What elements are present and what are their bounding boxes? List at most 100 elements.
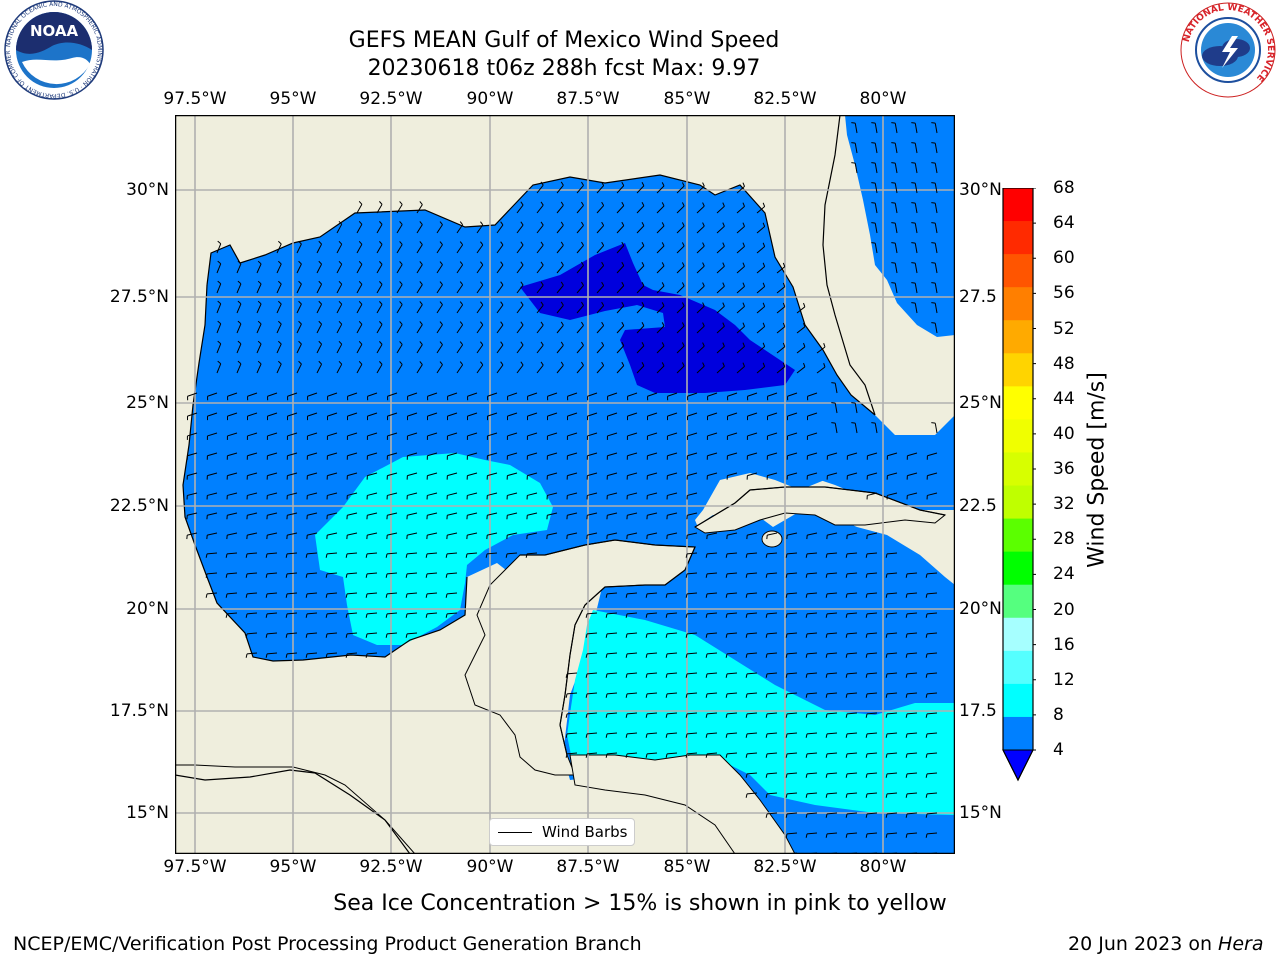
- wind-barb: [547, 512, 558, 516]
- wind-barb-flag: [765, 753, 768, 758]
- wind-barb: [487, 472, 498, 477]
- wind-barb-flag: [765, 713, 768, 718]
- wind-barb: [696, 225, 705, 234]
- wind-barb: [907, 492, 918, 496]
- wind-barb: [406, 572, 418, 575]
- wind-barb-flag: [851, 142, 856, 144]
- wind-barb-flag: [338, 340, 343, 345]
- wind-barb: [874, 183, 878, 194]
- wind-barb: [327, 492, 338, 496]
- wind-barb: [286, 612, 298, 615]
- wind-barb-flag: [225, 553, 228, 558]
- wind-barb-flag: [681, 302, 685, 307]
- wind-barb: [746, 652, 758, 655]
- wind-barb: [807, 432, 818, 437]
- wind-barb-flag: [645, 673, 648, 678]
- wind-barb-flag: [625, 753, 628, 758]
- longitude-label-top: 80°W: [859, 89, 907, 109]
- wind-barb: [767, 392, 778, 397]
- wind-barb: [867, 472, 878, 477]
- wind-barb-flag: [931, 122, 936, 124]
- wind-barb-flag: [865, 773, 868, 778]
- wind-barb: [386, 612, 398, 615]
- colorbar-tick-label: 60: [1053, 248, 1075, 269]
- wind-barb: [276, 243, 282, 254]
- wind-barb: [427, 472, 438, 477]
- wind-barb-flag: [625, 733, 628, 738]
- wind-barb: [407, 392, 418, 397]
- wind-barb: [306, 592, 318, 595]
- wind-barb-flag: [605, 673, 608, 678]
- wind-barb-flag: [785, 773, 788, 778]
- wind-barb: [786, 552, 798, 555]
- wind-barb-flag: [585, 753, 588, 758]
- wind-barb-flag: [785, 713, 788, 718]
- wind-barb: [306, 652, 318, 655]
- wind-barb: [767, 432, 778, 437]
- wind-barb: [426, 552, 438, 555]
- wind-barb-flag: [305, 633, 308, 638]
- wind-barb-flag: [565, 713, 568, 718]
- wind-barb-flag: [825, 593, 828, 598]
- wind-barb-flag: [365, 593, 368, 598]
- wind-barb: [296, 283, 302, 294]
- wind-barb-flag: [625, 673, 628, 678]
- wind-barb: [894, 243, 898, 254]
- wind-barb: [336, 263, 343, 274]
- wind-barb: [686, 572, 698, 575]
- wind-barb: [746, 672, 758, 675]
- wind-barb-flag: [445, 553, 448, 558]
- wind-barb: [376, 324, 383, 334]
- latitude-label-left: 17.5°N: [109, 701, 169, 721]
- wind-barb-flag: [845, 733, 848, 738]
- wind-barb: [216, 363, 222, 374]
- wind-barb: [926, 612, 938, 615]
- wind-barb: [276, 283, 282, 294]
- wind-barb-flag: [605, 713, 608, 718]
- wind-barb: [427, 392, 438, 397]
- wind-barb: [907, 472, 918, 477]
- wind-barb: [747, 472, 758, 477]
- wind-barb: [926, 832, 938, 835]
- wind-barb: [287, 432, 298, 437]
- wind-barb: [727, 392, 738, 397]
- wind-barb: [807, 472, 818, 477]
- wind-barb: [746, 572, 758, 575]
- wind-barb-flag: [560, 261, 564, 266]
- wind-barb: [767, 532, 778, 536]
- wind-barb: [576, 185, 584, 194]
- wind-barb: [886, 612, 898, 615]
- wind-barb-flag: [891, 282, 896, 284]
- wind-barb: [567, 472, 578, 477]
- wind-barb: [766, 752, 778, 755]
- wind-barb: [346, 632, 358, 635]
- wind-barb: [366, 592, 378, 595]
- wind-barb: [886, 652, 898, 655]
- wind-barb: [886, 732, 898, 735]
- wind-barb: [376, 304, 383, 314]
- wind-barb: [676, 345, 685, 354]
- wind-barb: [607, 472, 618, 477]
- wind-barb: [746, 792, 758, 795]
- wind-barb: [447, 512, 458, 516]
- wind-barb: [207, 512, 218, 516]
- wind-barb-flag: [641, 302, 645, 307]
- wind-barb-flag: [385, 553, 388, 558]
- wind-barb: [556, 224, 564, 234]
- wind-barb: [576, 325, 584, 334]
- wind-barb-flag: [525, 553, 528, 558]
- wind-barb-flag: [257, 280, 262, 285]
- wind-barb-flag: [358, 201, 363, 205]
- wind-barb: [847, 472, 858, 477]
- wind-barb-flag: [765, 673, 768, 678]
- wind-barb: [367, 412, 378, 417]
- wind-barb-flag: [831, 382, 836, 384]
- wind-barb: [726, 752, 738, 755]
- wind-barb: [416, 244, 423, 254]
- wind-barb-flag: [257, 300, 262, 305]
- wind-barb: [476, 284, 484, 294]
- wind-barb-flag: [217, 360, 222, 365]
- colorbar-tick-label: 20: [1053, 599, 1075, 620]
- wind-barb: [746, 752, 758, 755]
- wind-barb: [866, 752, 878, 755]
